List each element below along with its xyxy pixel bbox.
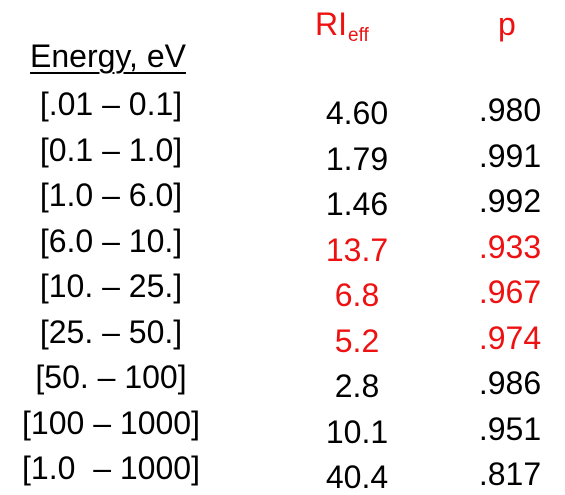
p-value-cell: .974 xyxy=(454,322,565,354)
energy-range-cell: [25. – 50.] xyxy=(0,316,222,348)
ri-eff-cell: 10.1 xyxy=(296,416,418,448)
p-value-cell: .991 xyxy=(454,140,565,172)
ri-eff-cell: 1.46 xyxy=(296,188,418,220)
ri-header-main: RI xyxy=(315,6,347,42)
p-value-cell: .967 xyxy=(454,276,565,308)
energy-range-cell: [1.0 – 6.0] xyxy=(0,179,222,211)
ri-eff-cell: 13.7 xyxy=(296,234,418,266)
p-value-cell: .980 xyxy=(454,94,565,126)
p-value-cell: .986 xyxy=(454,367,565,399)
ri-eff-cell: 4.60 xyxy=(296,97,418,129)
p-value-cell: .951 xyxy=(454,413,565,445)
p-header: p xyxy=(498,8,516,40)
p-value-cell: .933 xyxy=(454,231,565,263)
p-value-cell: .817 xyxy=(454,458,565,490)
ri-header-subscript: eff xyxy=(348,25,369,46)
energy-range-cell: [.01 – 0.1] xyxy=(0,88,222,120)
ri-eff-cell: 40.4 xyxy=(296,461,418,493)
energy-range-cell: [100 – 1000] xyxy=(0,407,222,439)
energy-range-cell: [6.0 – 10.] xyxy=(0,225,222,257)
ri-eff-header: RIeff xyxy=(315,8,369,45)
p-value-cell: .992 xyxy=(454,185,565,217)
energy-range-cell: [0.1 – 1.0] xyxy=(0,134,222,166)
ri-eff-cell: 5.2 xyxy=(296,325,418,357)
energy-range-cell: [10. – 25.] xyxy=(0,270,222,302)
energy-column-header: Energy, eV xyxy=(16,40,200,72)
energy-range-cell: [1.0 – 1000] xyxy=(0,452,222,484)
energy-range-cell: [50. – 100] xyxy=(0,361,222,393)
ri-eff-cell: 2.8 xyxy=(296,370,418,402)
ri-eff-cell: 1.79 xyxy=(296,143,418,175)
ri-eff-cell: 6.8 xyxy=(296,279,418,311)
